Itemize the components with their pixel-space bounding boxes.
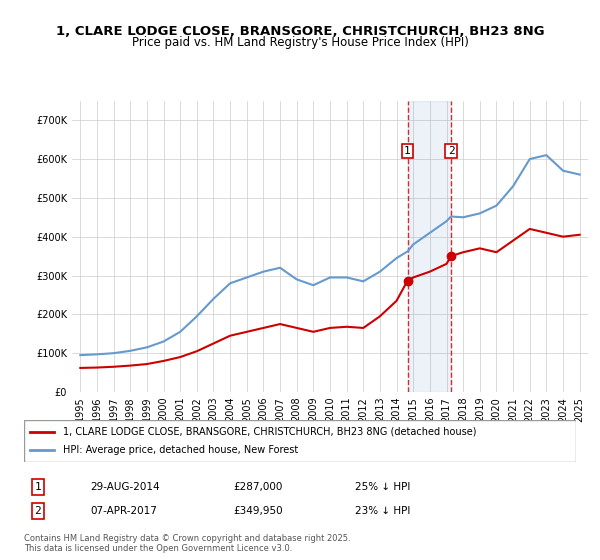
Text: 2: 2	[448, 146, 454, 156]
Text: 23% ↓ HPI: 23% ↓ HPI	[355, 506, 410, 516]
Text: 29-AUG-2014: 29-AUG-2014	[90, 482, 160, 492]
Text: 1: 1	[34, 482, 41, 492]
Text: 1, CLARE LODGE CLOSE, BRANSGORE, CHRISTCHURCH, BH23 8NG (detached house): 1, CLARE LODGE CLOSE, BRANSGORE, CHRISTC…	[62, 427, 476, 437]
Text: 25% ↓ HPI: 25% ↓ HPI	[355, 482, 410, 492]
Text: £287,000: £287,000	[234, 482, 283, 492]
Text: 1: 1	[404, 146, 411, 156]
Text: 2: 2	[34, 506, 41, 516]
FancyBboxPatch shape	[24, 420, 576, 462]
Text: £349,950: £349,950	[234, 506, 283, 516]
Text: Price paid vs. HM Land Registry's House Price Index (HPI): Price paid vs. HM Land Registry's House …	[131, 36, 469, 49]
Text: Contains HM Land Registry data © Crown copyright and database right 2025.
This d: Contains HM Land Registry data © Crown c…	[24, 534, 350, 553]
Text: HPI: Average price, detached house, New Forest: HPI: Average price, detached house, New …	[62, 445, 298, 455]
Text: 07-APR-2017: 07-APR-2017	[90, 506, 157, 516]
Text: 1, CLARE LODGE CLOSE, BRANSGORE, CHRISTCHURCH, BH23 8NG: 1, CLARE LODGE CLOSE, BRANSGORE, CHRISTC…	[56, 25, 544, 38]
Bar	[407, 101, 451, 392]
